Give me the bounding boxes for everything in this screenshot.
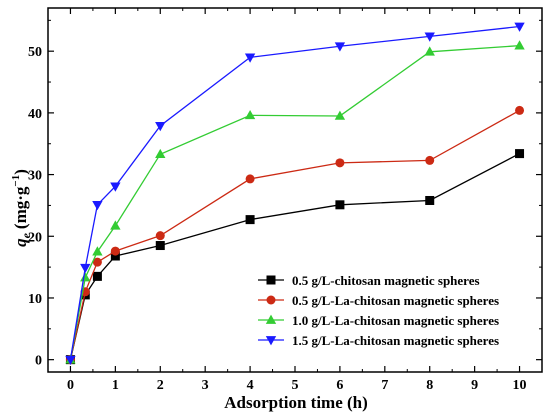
x-tick-label: 0	[67, 378, 74, 393]
legend-swatch-marker	[265, 336, 277, 346]
series-line	[69, 153, 520, 360]
y-axis-title-close: )	[11, 169, 30, 175]
series-3	[65, 40, 525, 364]
data-point	[515, 149, 525, 159]
data-point	[244, 53, 256, 63]
y-tick-label: 0	[35, 354, 42, 369]
legend-swatch-marker	[266, 275, 276, 285]
data-point	[110, 220, 121, 230]
data-point	[110, 251, 120, 261]
data-point	[110, 182, 121, 192]
data-point	[335, 200, 345, 210]
data-point	[65, 355, 76, 366]
legend-entry: 0.5 g/L-chitosan magnetic spheres	[258, 273, 480, 288]
data-point	[514, 40, 525, 50]
x-tick-label: 6	[336, 378, 343, 393]
x-tick-label: 4	[247, 378, 254, 393]
y-axis-title-superscript: −1	[10, 175, 22, 187]
legend-entry: 1.5 g/L-La-chitosan magnetic spheres	[258, 333, 499, 348]
data-point	[334, 110, 346, 120]
x-tick-label: 1	[112, 378, 119, 393]
x-tick-label: 3	[202, 378, 209, 393]
x-tick-label: 8	[426, 378, 433, 393]
data-point	[335, 158, 345, 168]
data-point	[245, 215, 255, 225]
data-point	[92, 200, 103, 211]
data-point	[515, 105, 525, 115]
data-point	[425, 155, 435, 165]
data-point	[92, 257, 102, 267]
series-1	[65, 149, 525, 365]
legend-swatch-marker	[265, 314, 277, 324]
y-tick-label: 40	[28, 107, 42, 122]
y-tick-label: 20	[28, 230, 42, 245]
data-point	[110, 246, 120, 256]
data-point	[92, 246, 103, 256]
x-tick-label: 9	[471, 378, 478, 393]
series-layer	[65, 22, 525, 366]
data-point	[92, 271, 102, 281]
legend-entry: 0.5 g/L-La-chitosan magnetic spheres	[258, 293, 499, 308]
y-tick-label: 30	[28, 169, 42, 184]
data-point	[155, 231, 165, 241]
series-4	[65, 22, 525, 366]
data-point	[245, 174, 255, 184]
data-point	[244, 109, 256, 120]
x-axis: 0 1 2 3 4 5 6 7 8 9 10	[67, 8, 527, 393]
legend-label: 0.5 g/L-La-chitosan magnetic spheres	[292, 293, 499, 308]
legend-label: 1.5 g/L-La-chitosan magnetic spheres	[292, 333, 499, 348]
data-point	[155, 122, 166, 132]
x-tick-label: 5	[292, 378, 299, 393]
y-axis-title-subscript: e	[19, 232, 33, 238]
legend: 0.5 g/L-chitosan magnetic spheres 0.5 g/L…	[258, 273, 499, 348]
data-point	[334, 42, 346, 52]
legend-entry: 1.0 g/L-La-chitosan magnetic spheres	[258, 313, 499, 328]
data-point	[155, 241, 165, 251]
y-tick-label: 10	[28, 292, 42, 307]
y-tick-label: 50	[28, 45, 42, 60]
y-axis-title-symbol: q	[11, 238, 30, 247]
data-point	[424, 32, 435, 42]
y-axis: 0 10 20 30 40 50	[28, 19, 542, 369]
legend-label: 1.0 g/L-La-chitosan magnetic spheres	[292, 313, 499, 328]
data-point	[80, 263, 91, 274]
x-tick-label: 10	[513, 378, 527, 393]
legend-label: 0.5 g/L-chitosan magnetic spheres	[292, 273, 480, 288]
data-point	[155, 148, 166, 159]
data-point	[425, 195, 435, 205]
x-axis-title: Adsorption time (h)	[224, 393, 368, 412]
y-axis-title: qe (mg·g−1)	[10, 169, 33, 247]
x-tick-label: 2	[157, 378, 164, 393]
data-point	[80, 272, 91, 282]
data-point	[424, 46, 435, 56]
series-line	[69, 25, 520, 360]
legend-swatch-marker	[266, 295, 276, 305]
y-axis-title-unit: (mg·g	[11, 186, 30, 229]
data-point	[514, 22, 525, 32]
x-tick-label: 7	[381, 378, 388, 393]
